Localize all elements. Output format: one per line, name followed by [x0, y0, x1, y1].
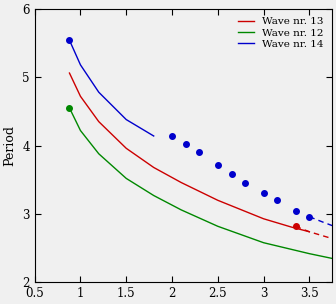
Legend: Wave nr. 13, Wave nr. 12, Wave nr. 14: Wave nr. 13, Wave nr. 12, Wave nr. 14: [235, 14, 327, 52]
Y-axis label: Period: Period: [4, 125, 17, 166]
